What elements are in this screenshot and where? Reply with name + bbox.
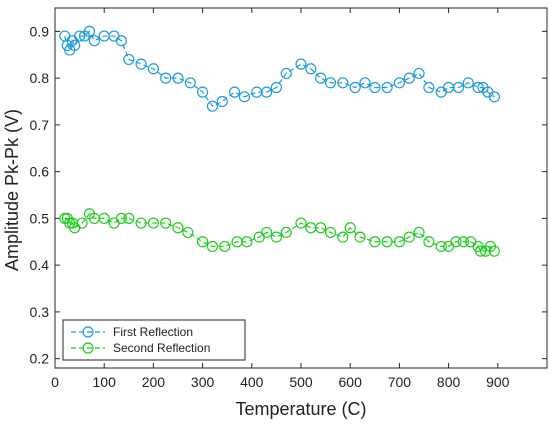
series-point-2 (435, 240, 447, 253)
series-point-1 (135, 58, 147, 70)
series-point-2 (450, 236, 462, 248)
series-point-2 (354, 231, 366, 243)
y-tick-label: 0.2 (30, 351, 50, 367)
series-point-2 (403, 231, 415, 243)
series-line-2 (64, 212, 495, 252)
series-point-1 (73, 30, 86, 42)
series-point-1 (270, 81, 282, 94)
series-point-2 (381, 236, 393, 248)
series-point-1 (238, 91, 251, 103)
x-tick-label: 100 (93, 374, 117, 390)
series-point-2 (147, 217, 159, 229)
series-point-1 (115, 35, 128, 47)
x-axis-label: Temperature (C) (235, 399, 366, 419)
series-point-2 (393, 236, 405, 248)
plot-area (54, 7, 548, 369)
series-point-1 (197, 86, 209, 98)
y-tick-label: 0.5 (30, 210, 50, 226)
legend-label-2: Second Reflection (113, 341, 210, 355)
series-point-1 (147, 63, 159, 75)
legend-label-1: First Reflection (113, 325, 193, 339)
series-point-1 (160, 72, 172, 84)
series-point-2 (280, 226, 292, 239)
series-point-1 (315, 72, 327, 84)
series-point-1 (305, 63, 317, 75)
y-tick-label: 0.4 (30, 257, 50, 273)
series-point-1 (88, 35, 100, 47)
x-tick-label: 400 (240, 374, 264, 390)
x-tick-label: 800 (437, 374, 461, 390)
series-point-2 (369, 236, 381, 248)
series-point-1 (413, 67, 425, 80)
series-point-1 (123, 53, 135, 66)
series-point-1 (228, 86, 241, 98)
series-point-2 (123, 212, 135, 224)
series-point-2 (488, 245, 500, 257)
series-point-1 (184, 77, 196, 89)
series-point-1 (337, 77, 349, 89)
x-tick-label: 300 (191, 374, 215, 390)
series-point-2 (260, 226, 273, 239)
series-point-2 (135, 217, 147, 229)
series-point-1 (488, 91, 500, 103)
series-point-1 (462, 77, 474, 89)
y-tick-label: 0.3 (30, 304, 50, 320)
series-point-2 (241, 236, 253, 248)
series-point-2 (337, 231, 349, 243)
series-point-2 (76, 217, 88, 229)
series-point-1 (260, 86, 273, 98)
series-point-2 (344, 222, 356, 234)
x-tick-label: 600 (339, 374, 363, 390)
series-point-1 (472, 81, 484, 94)
series-point-1 (216, 95, 228, 108)
series-point-2 (206, 240, 219, 253)
series-point-1 (403, 72, 415, 84)
series-point-2 (474, 245, 487, 257)
series-point-1 (452, 81, 465, 94)
series-point-1 (206, 100, 219, 112)
y-tick-label: 0.6 (30, 164, 50, 180)
y-axis-label: Amplitude Pk-Pk (V) (2, 109, 22, 271)
series-point-1 (69, 39, 81, 52)
chart-content: 0 100 200 300 400 500 600 700 800 900 0.2 0.3 0.4 0.5… (30, 7, 548, 390)
series-point-2 (270, 231, 282, 243)
legend-box (62, 319, 246, 361)
legend-sample-marker-1 (82, 326, 94, 338)
series-point-1 (172, 72, 184, 84)
x-tick-label: 0 (51, 374, 59, 390)
series-point-1 (369, 81, 381, 94)
y-tick-label: 0.8 (30, 70, 50, 86)
series-point-2 (98, 212, 110, 224)
series-point-2 (160, 217, 172, 229)
x-tick-label: 200 (142, 374, 166, 390)
series-point-2 (219, 240, 231, 253)
series-point-2 (115, 212, 128, 224)
series-point-1 (349, 81, 361, 94)
series-point-1 (423, 81, 435, 94)
legend-sample-marker-2 (82, 342, 94, 354)
series-point-1 (381, 81, 393, 94)
x-tick-label: 700 (388, 374, 412, 390)
y-tick-label: 0.9 (30, 23, 50, 39)
x-tick-label: 500 (289, 374, 313, 390)
series-point-2 (295, 217, 307, 229)
series-point-2 (315, 222, 327, 234)
series-point-1 (359, 77, 371, 89)
series-point-2 (324, 226, 337, 239)
series-point-2 (197, 236, 209, 248)
series-point-1 (280, 67, 292, 80)
series-point-1 (83, 25, 96, 37)
series-point-2 (172, 222, 184, 234)
series-point-1 (295, 58, 307, 70)
series-point-2 (423, 236, 435, 248)
series-point-2 (182, 226, 194, 239)
series-point-1 (324, 77, 337, 89)
y-tick-label: 0.7 (30, 117, 50, 133)
series-point-2 (457, 236, 469, 248)
series-point-1 (393, 77, 405, 89)
series-point-2 (413, 226, 425, 239)
x-tick-label: 900 (486, 374, 510, 390)
